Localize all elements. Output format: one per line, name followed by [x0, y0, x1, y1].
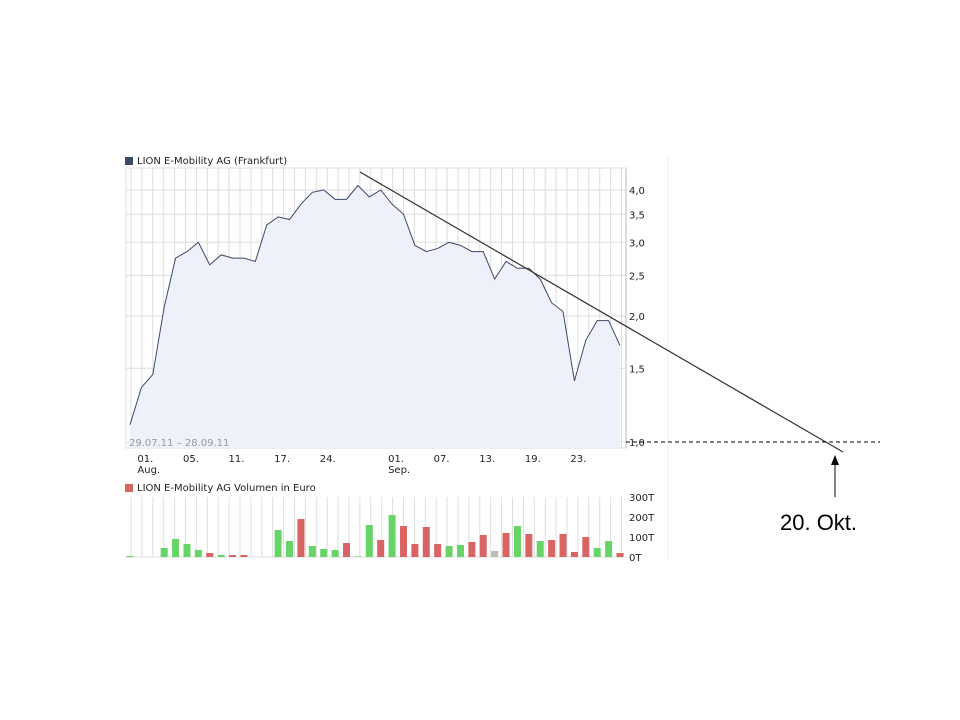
volume-tick-label: 0T	[629, 553, 642, 564]
x-tick-label: 01.	[137, 454, 153, 465]
y-tick-label: 3,5	[629, 210, 645, 221]
volume-tick-label: 200T	[629, 513, 655, 524]
volume-bar	[605, 541, 613, 557]
volume-bar	[616, 553, 624, 557]
y-tick-label: 2,5	[629, 271, 645, 282]
volume-bar	[297, 519, 305, 557]
volume-bar	[468, 542, 476, 557]
x-tick-label: 24.	[320, 454, 336, 465]
y-tick-label: 1,5	[629, 364, 645, 375]
x-tick-label: 17.	[274, 454, 290, 465]
x-tick-label: 07.	[434, 454, 450, 465]
volume-bar	[559, 534, 567, 557]
x-tick-label: 11.	[229, 454, 245, 465]
legend-swatch	[125, 484, 133, 492]
volume-bar	[434, 544, 442, 557]
volume-bar	[194, 550, 202, 557]
volume-bar	[229, 555, 237, 557]
volume-bar	[593, 548, 601, 557]
date-range: 29.07.11 – 28.09.11	[129, 438, 229, 449]
x-tick-label: 19.	[525, 454, 541, 465]
volume-bar	[365, 525, 373, 557]
legend-swatch	[125, 157, 133, 165]
volume-bar	[456, 545, 464, 557]
volume-bar	[411, 544, 419, 557]
x-tick-label: 23.	[570, 454, 586, 465]
volume-title: LION E-Mobility AG Volumen in Euro	[137, 483, 316, 494]
volume-bar	[240, 555, 248, 557]
volume-bar	[570, 552, 578, 557]
y-tick-label: 4,0	[629, 186, 645, 197]
x-tick-label: 05.	[183, 454, 199, 465]
volume-bar	[217, 555, 225, 557]
volume-bar	[286, 541, 294, 557]
arrow-head-icon	[831, 455, 839, 465]
volume-bar	[126, 556, 134, 557]
volume-bar	[354, 556, 362, 557]
y-tick-label: 1,0	[629, 438, 645, 449]
volume-bar	[422, 527, 430, 557]
volume-bar	[308, 546, 316, 557]
volume-bar	[320, 549, 328, 557]
annotation-label: 20. Okt.	[780, 510, 858, 535]
volume-bar	[548, 540, 556, 557]
volume-bar	[582, 537, 590, 557]
volume-tick-label: 300T	[629, 493, 655, 504]
volume-bar	[206, 553, 214, 557]
volume-bar	[274, 530, 282, 557]
price-area	[130, 185, 620, 448]
volume-bar	[399, 526, 407, 557]
volume-bar	[513, 526, 521, 557]
volume-bar	[445, 546, 453, 557]
volume-bar	[525, 534, 533, 557]
x-tick-label: 13.	[479, 454, 495, 465]
x-tick-label: 01.	[388, 454, 404, 465]
volume-bar	[479, 535, 487, 557]
volume-tick-label: 100T	[629, 533, 655, 544]
volume-bar	[377, 540, 385, 557]
y-tick-label: 2,0	[629, 312, 645, 323]
volume-bar	[388, 515, 396, 557]
x-tick-sublabel: Sep.	[388, 465, 410, 476]
volume-bar	[536, 541, 544, 557]
volume-bar	[160, 548, 168, 557]
volume-bar	[343, 543, 351, 557]
volume-bar	[183, 544, 191, 557]
volume-bar	[172, 539, 180, 557]
chart-title: LION E-Mobility AG (Frankfurt)	[137, 156, 287, 167]
volume-bar	[331, 550, 339, 557]
volume-bar	[491, 551, 499, 557]
price-line	[129, 184, 621, 425]
trendline	[359, 171, 844, 453]
x-tick-sublabel: Aug.	[137, 465, 160, 476]
y-tick-label: 3,0	[629, 238, 645, 249]
volume-bar	[502, 533, 510, 557]
